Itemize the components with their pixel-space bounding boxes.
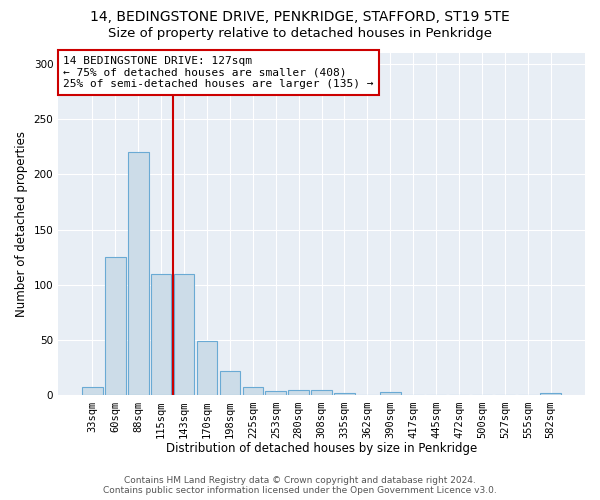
Bar [128, 152, 149, 396]
X-axis label: Distribution of detached houses by size in Penkridge: Distribution of detached houses by size … [166, 442, 477, 455]
Bar [334, 394, 355, 396]
Bar [289, 390, 309, 396]
Text: Size of property relative to detached houses in Penkridge: Size of property relative to detached ho… [108, 28, 492, 40]
Bar [82, 386, 103, 396]
Bar [174, 274, 194, 396]
Text: Contains HM Land Registry data © Crown copyright and database right 2024.
Contai: Contains HM Land Registry data © Crown c… [103, 476, 497, 495]
Y-axis label: Number of detached properties: Number of detached properties [15, 131, 28, 317]
Bar [380, 392, 401, 396]
Text: 14 BEDINGSTONE DRIVE: 127sqm
← 75% of detached houses are smaller (408)
25% of s: 14 BEDINGSTONE DRIVE: 127sqm ← 75% of de… [64, 56, 374, 89]
Bar [105, 257, 125, 396]
Bar [151, 274, 172, 396]
Bar [265, 391, 286, 396]
Text: 14, BEDINGSTONE DRIVE, PENKRIDGE, STAFFORD, ST19 5TE: 14, BEDINGSTONE DRIVE, PENKRIDGE, STAFFO… [90, 10, 510, 24]
Bar [197, 342, 217, 396]
Bar [311, 390, 332, 396]
Bar [242, 386, 263, 396]
Bar [220, 371, 240, 396]
Bar [541, 394, 561, 396]
